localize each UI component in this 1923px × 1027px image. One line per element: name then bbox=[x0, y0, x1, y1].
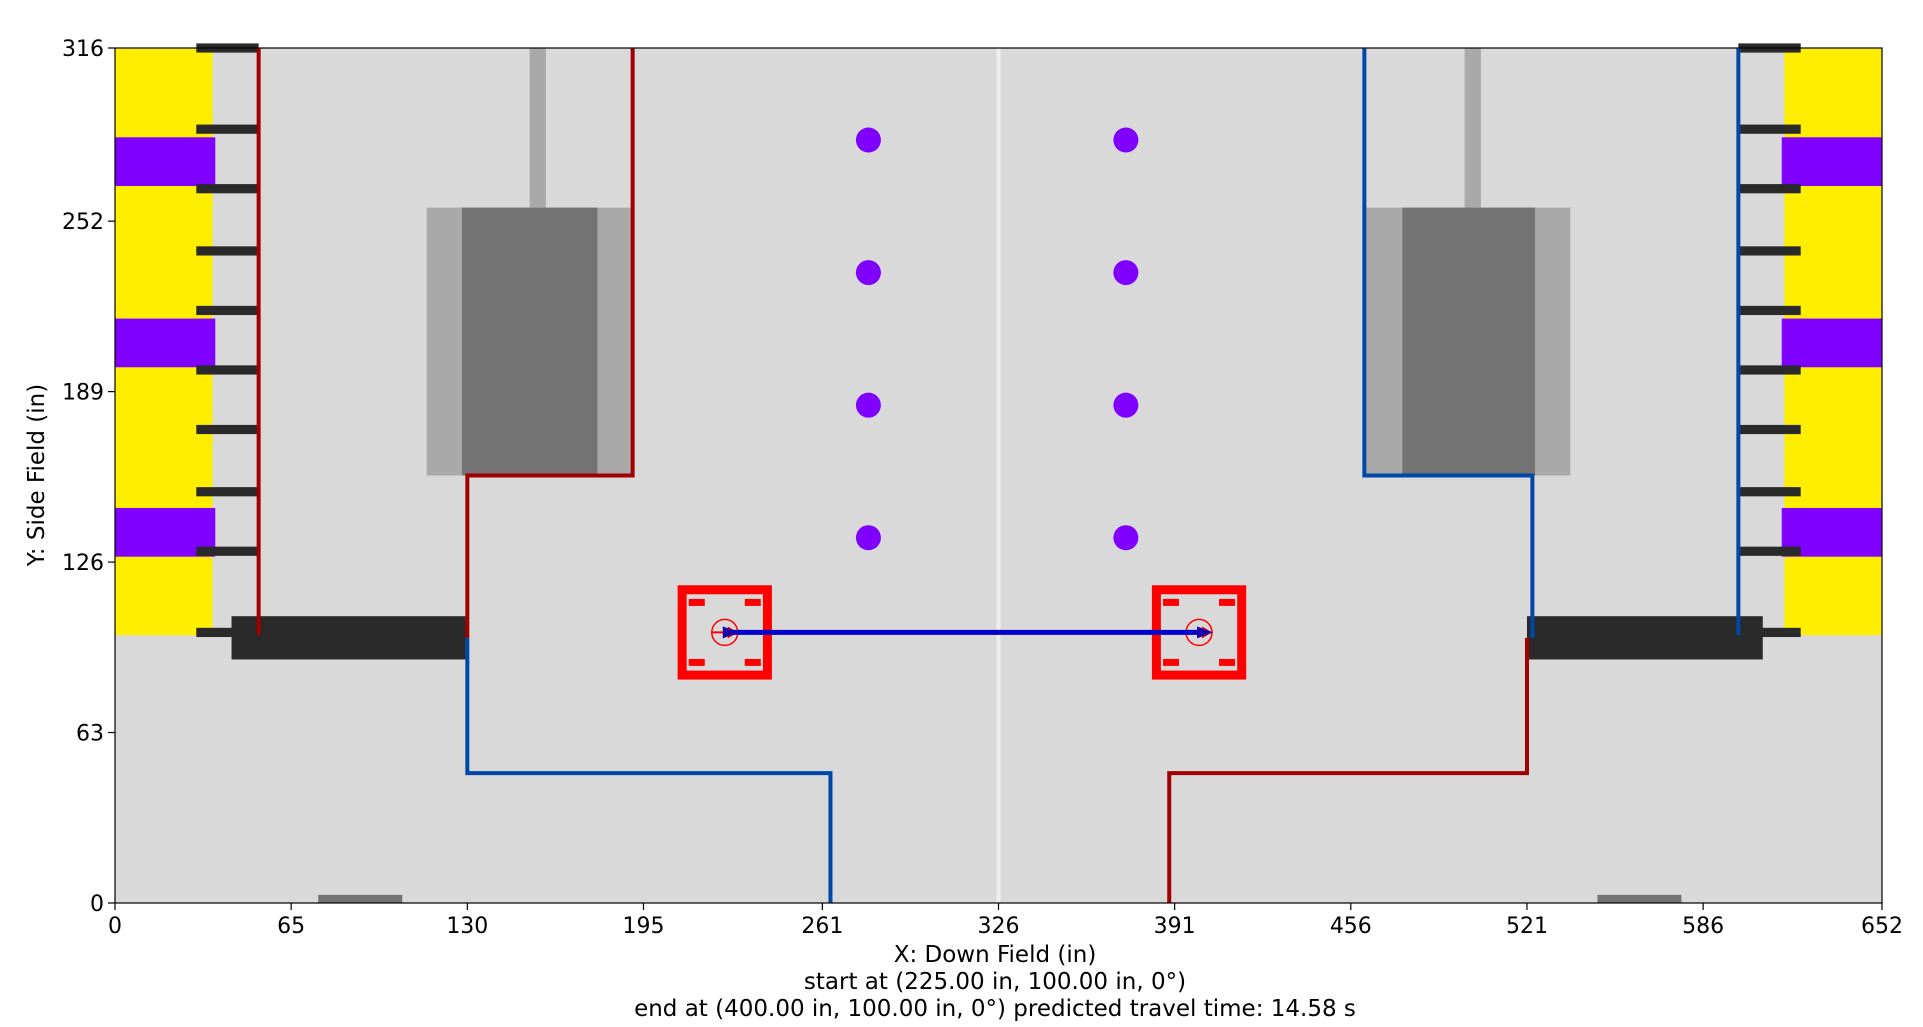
left-purple-band-3 bbox=[115, 137, 216, 186]
right-rung-5 bbox=[1738, 305, 1801, 316]
left-station-inner bbox=[461, 207, 598, 476]
game-piece bbox=[855, 260, 881, 286]
x-axis-title: X: Down Field (in) bbox=[894, 942, 1097, 968]
robot-start-module bbox=[744, 598, 761, 606]
blue-boundary-2 bbox=[1362, 48, 1535, 638]
game-piece bbox=[1113, 260, 1139, 286]
x-tick-label: 391 bbox=[1154, 914, 1196, 939]
robot-start-module bbox=[744, 658, 761, 666]
left-rung-4 bbox=[196, 246, 259, 256]
robot-end-module bbox=[1163, 658, 1180, 666]
game-piece bbox=[1113, 392, 1139, 418]
game-piece bbox=[855, 525, 881, 551]
y-tick-label: 316 bbox=[62, 37, 104, 62]
left-bottom-marker bbox=[318, 894, 403, 903]
path-arrow bbox=[722, 626, 739, 639]
path-arrow bbox=[1197, 626, 1214, 639]
left-rung-5 bbox=[196, 305, 259, 316]
x-tick-label: 130 bbox=[446, 914, 488, 939]
left-rung-3 bbox=[196, 184, 259, 194]
right-rung-2 bbox=[1738, 124, 1801, 134]
blue-boundary-3 bbox=[465, 637, 833, 903]
right-station-post bbox=[1464, 48, 1481, 208]
caption-end: end at (400.00 in, 100.00 in, 0°) predic… bbox=[634, 996, 1356, 1022]
game-piece bbox=[855, 392, 881, 418]
x-tick-label: 521 bbox=[1506, 914, 1548, 939]
x-tick-label: 652 bbox=[1861, 914, 1903, 939]
robot-end-module bbox=[1219, 658, 1236, 666]
x-tick-label: 456 bbox=[1330, 914, 1372, 939]
left-purple-band-2 bbox=[115, 318, 216, 368]
y-axis-title: Y: Side Field (in) bbox=[24, 384, 50, 567]
right-station-inner bbox=[1402, 207, 1536, 476]
robot-start-module bbox=[688, 598, 705, 606]
x-tick-label: 261 bbox=[801, 914, 843, 939]
game-piece bbox=[855, 127, 881, 153]
right-purple-band-2 bbox=[1781, 318, 1882, 368]
robot-end-module bbox=[1219, 598, 1236, 606]
left-platform-bar bbox=[231, 616, 468, 660]
robot-start-module bbox=[688, 658, 705, 666]
y-tick-label: 189 bbox=[62, 381, 104, 406]
game-piece bbox=[1113, 525, 1139, 551]
x-tick-label: 326 bbox=[978, 914, 1020, 939]
x-tick-label: 0 bbox=[108, 914, 122, 939]
right-bottom-marker bbox=[1597, 894, 1682, 903]
zone-boundaries bbox=[256, 48, 1741, 903]
y-tick-label: 252 bbox=[62, 210, 104, 235]
left-rung-10 bbox=[196, 627, 259, 638]
y-tick-label: 0 bbox=[90, 892, 104, 917]
y-tick-label: 63 bbox=[76, 722, 104, 747]
right-purple-band-3 bbox=[1781, 137, 1882, 186]
caption-start: start at (225.00 in, 100.00 in, 0°) bbox=[804, 969, 1186, 995]
right-rung-3 bbox=[1738, 184, 1801, 194]
x-tick-label: 586 bbox=[1682, 914, 1724, 939]
red-boundary-2 bbox=[465, 48, 635, 638]
red-boundary-3 bbox=[1167, 637, 1529, 903]
right-rung-7 bbox=[1738, 424, 1801, 435]
right-platform-bar bbox=[1526, 616, 1763, 660]
left-rung-7 bbox=[196, 424, 259, 435]
x-tick-label: 65 bbox=[277, 914, 305, 939]
right-rung-10 bbox=[1738, 627, 1801, 638]
left-station-post bbox=[529, 48, 546, 208]
left-rung-6 bbox=[196, 365, 259, 375]
y-tick-label: 126 bbox=[62, 551, 104, 576]
left-rung-2 bbox=[196, 124, 259, 134]
right-rung-4 bbox=[1738, 246, 1801, 256]
left-rung-8 bbox=[196, 487, 259, 497]
game-pieces bbox=[855, 127, 1139, 551]
travel-path bbox=[722, 626, 1214, 639]
axes: 0 65 130 195 261 326 391 456 521 586 652 0 63 126 189 2… bbox=[62, 37, 1903, 939]
left-rung-9 bbox=[196, 546, 259, 556]
game-piece bbox=[1113, 127, 1139, 153]
right-rung-6 bbox=[1738, 365, 1801, 375]
right-rung-8 bbox=[1738, 487, 1801, 497]
right-rung-9 bbox=[1738, 546, 1801, 556]
robot-end-module bbox=[1163, 598, 1180, 606]
x-tick-label: 195 bbox=[622, 914, 664, 939]
